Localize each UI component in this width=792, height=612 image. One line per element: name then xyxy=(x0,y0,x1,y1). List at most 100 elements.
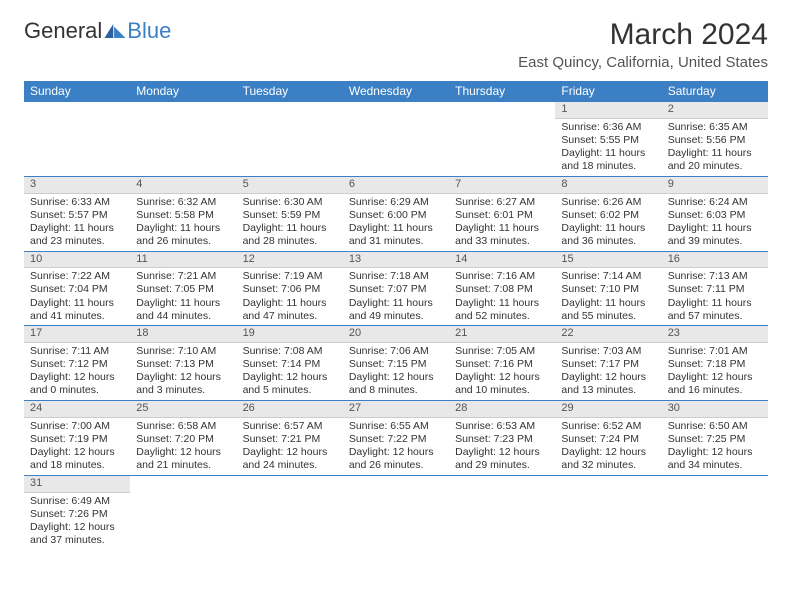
sunset-text: Sunset: 5:59 PM xyxy=(243,209,337,222)
sunset-text: Sunset: 7:07 PM xyxy=(349,283,443,296)
day-content-cell xyxy=(343,118,449,176)
sunset-text: Sunset: 7:15 PM xyxy=(349,358,443,371)
weekday-header: Friday xyxy=(555,81,661,102)
sunset-text: Sunset: 6:02 PM xyxy=(561,209,655,222)
sunset-text: Sunset: 5:55 PM xyxy=(561,134,655,147)
daylight-text: Daylight: 12 hours and 29 minutes. xyxy=(455,446,549,472)
sunset-text: Sunset: 7:22 PM xyxy=(349,433,443,446)
sunrise-text: Sunrise: 6:55 AM xyxy=(349,420,443,433)
sunrise-text: Sunrise: 6:36 AM xyxy=(561,121,655,134)
day-content-cell: Sunrise: 6:36 AMSunset: 5:55 PMDaylight:… xyxy=(555,118,661,176)
page-header: General Blue March 2024 East Quincy, Cal… xyxy=(0,0,792,75)
day-content-row: Sunrise: 7:22 AMSunset: 7:04 PMDaylight:… xyxy=(24,268,768,326)
sunrise-text: Sunrise: 7:03 AM xyxy=(561,345,655,358)
day-content-cell: Sunrise: 6:55 AMSunset: 7:22 PMDaylight:… xyxy=(343,417,449,475)
daylight-text: Daylight: 12 hours and 16 minutes. xyxy=(668,371,762,397)
sunrise-text: Sunrise: 6:57 AM xyxy=(243,420,337,433)
sunrise-text: Sunrise: 6:35 AM xyxy=(668,121,762,134)
day-content-cell: Sunrise: 7:14 AMSunset: 7:10 PMDaylight:… xyxy=(555,268,661,326)
sunset-text: Sunset: 5:57 PM xyxy=(30,209,124,222)
daylight-text: Daylight: 11 hours and 20 minutes. xyxy=(668,147,762,173)
daylight-text: Daylight: 11 hours and 26 minutes. xyxy=(136,222,230,248)
day-content-cell: Sunrise: 7:08 AMSunset: 7:14 PMDaylight:… xyxy=(237,343,343,401)
day-number-cell: 9 xyxy=(662,176,768,193)
day-number-cell: 16 xyxy=(662,251,768,268)
day-number-cell: 15 xyxy=(555,251,661,268)
day-content-cell xyxy=(449,118,555,176)
day-content-cell: Sunrise: 6:24 AMSunset: 6:03 PMDaylight:… xyxy=(662,193,768,251)
sunrise-text: Sunrise: 7:16 AM xyxy=(455,270,549,283)
day-number-cell: 30 xyxy=(662,401,768,418)
day-content-cell: Sunrise: 7:10 AMSunset: 7:13 PMDaylight:… xyxy=(130,343,236,401)
day-number-cell: 20 xyxy=(343,326,449,343)
day-number-cell: 5 xyxy=(237,176,343,193)
sunrise-text: Sunrise: 7:11 AM xyxy=(30,345,124,358)
sunrise-text: Sunrise: 7:13 AM xyxy=(668,270,762,283)
day-number-cell: 4 xyxy=(130,176,236,193)
day-number-cell xyxy=(343,102,449,119)
logo: General Blue xyxy=(24,18,171,44)
daylight-text: Daylight: 11 hours and 33 minutes. xyxy=(455,222,549,248)
weekday-header-row: SundayMondayTuesdayWednesdayThursdayFrid… xyxy=(24,81,768,102)
day-content-cell xyxy=(24,118,130,176)
daylight-text: Daylight: 11 hours and 44 minutes. xyxy=(136,297,230,323)
daylight-text: Daylight: 12 hours and 10 minutes. xyxy=(455,371,549,397)
sunset-text: Sunset: 7:21 PM xyxy=(243,433,337,446)
day-content-cell: Sunrise: 7:22 AMSunset: 7:04 PMDaylight:… xyxy=(24,268,130,326)
daylight-text: Daylight: 11 hours and 49 minutes. xyxy=(349,297,443,323)
logo-text-2: Blue xyxy=(127,18,171,44)
sunset-text: Sunset: 7:04 PM xyxy=(30,283,124,296)
sunrise-text: Sunrise: 6:49 AM xyxy=(30,495,124,508)
day-number-row: 31 xyxy=(24,475,768,492)
sunrise-text: Sunrise: 6:33 AM xyxy=(30,196,124,209)
day-content-cell: Sunrise: 7:21 AMSunset: 7:05 PMDaylight:… xyxy=(130,268,236,326)
day-number-cell: 31 xyxy=(24,475,130,492)
day-number-cell: 18 xyxy=(130,326,236,343)
sunset-text: Sunset: 7:23 PM xyxy=(455,433,549,446)
day-content-cell xyxy=(237,492,343,550)
day-content-cell xyxy=(662,492,768,550)
daylight-text: Daylight: 12 hours and 26 minutes. xyxy=(349,446,443,472)
day-number-cell xyxy=(130,475,236,492)
sunrise-text: Sunrise: 7:19 AM xyxy=(243,270,337,283)
sunrise-text: Sunrise: 6:32 AM xyxy=(136,196,230,209)
sunrise-text: Sunrise: 7:10 AM xyxy=(136,345,230,358)
day-number-cell: 19 xyxy=(237,326,343,343)
day-content-cell: Sunrise: 6:26 AMSunset: 6:02 PMDaylight:… xyxy=(555,193,661,251)
weekday-header: Wednesday xyxy=(343,81,449,102)
day-number-cell: 14 xyxy=(449,251,555,268)
day-content-row: Sunrise: 6:49 AMSunset: 7:26 PMDaylight:… xyxy=(24,492,768,550)
day-number-cell: 17 xyxy=(24,326,130,343)
day-content-row: Sunrise: 7:11 AMSunset: 7:12 PMDaylight:… xyxy=(24,343,768,401)
day-number-cell xyxy=(662,475,768,492)
sunset-text: Sunset: 7:17 PM xyxy=(561,358,655,371)
daylight-text: Daylight: 11 hours and 23 minutes. xyxy=(30,222,124,248)
day-content-cell: Sunrise: 6:27 AMSunset: 6:01 PMDaylight:… xyxy=(449,193,555,251)
day-number-cell: 22 xyxy=(555,326,661,343)
day-number-cell xyxy=(449,475,555,492)
logo-text-1: General xyxy=(24,18,102,44)
day-number-cell: 27 xyxy=(343,401,449,418)
day-number-cell: 12 xyxy=(237,251,343,268)
sunrise-text: Sunrise: 7:18 AM xyxy=(349,270,443,283)
sunset-text: Sunset: 7:19 PM xyxy=(30,433,124,446)
daylight-text: Daylight: 12 hours and 32 minutes. xyxy=(561,446,655,472)
daylight-text: Daylight: 11 hours and 31 minutes. xyxy=(349,222,443,248)
day-number-cell: 8 xyxy=(555,176,661,193)
daylight-text: Daylight: 11 hours and 52 minutes. xyxy=(455,297,549,323)
sunset-text: Sunset: 7:06 PM xyxy=(243,283,337,296)
weekday-header: Thursday xyxy=(449,81,555,102)
sunset-text: Sunset: 7:26 PM xyxy=(30,508,124,521)
sunrise-text: Sunrise: 6:50 AM xyxy=(668,420,762,433)
daylight-text: Daylight: 11 hours and 28 minutes. xyxy=(243,222,337,248)
day-content-cell: Sunrise: 6:49 AMSunset: 7:26 PMDaylight:… xyxy=(24,492,130,550)
day-content-cell xyxy=(449,492,555,550)
sunrise-text: Sunrise: 7:00 AM xyxy=(30,420,124,433)
sunrise-text: Sunrise: 6:58 AM xyxy=(136,420,230,433)
day-content-cell: Sunrise: 6:30 AMSunset: 5:59 PMDaylight:… xyxy=(237,193,343,251)
daylight-text: Daylight: 12 hours and 34 minutes. xyxy=(668,446,762,472)
day-number-cell xyxy=(343,475,449,492)
daylight-text: Daylight: 11 hours and 47 minutes. xyxy=(243,297,337,323)
day-content-cell: Sunrise: 7:01 AMSunset: 7:18 PMDaylight:… xyxy=(662,343,768,401)
day-number-cell: 28 xyxy=(449,401,555,418)
